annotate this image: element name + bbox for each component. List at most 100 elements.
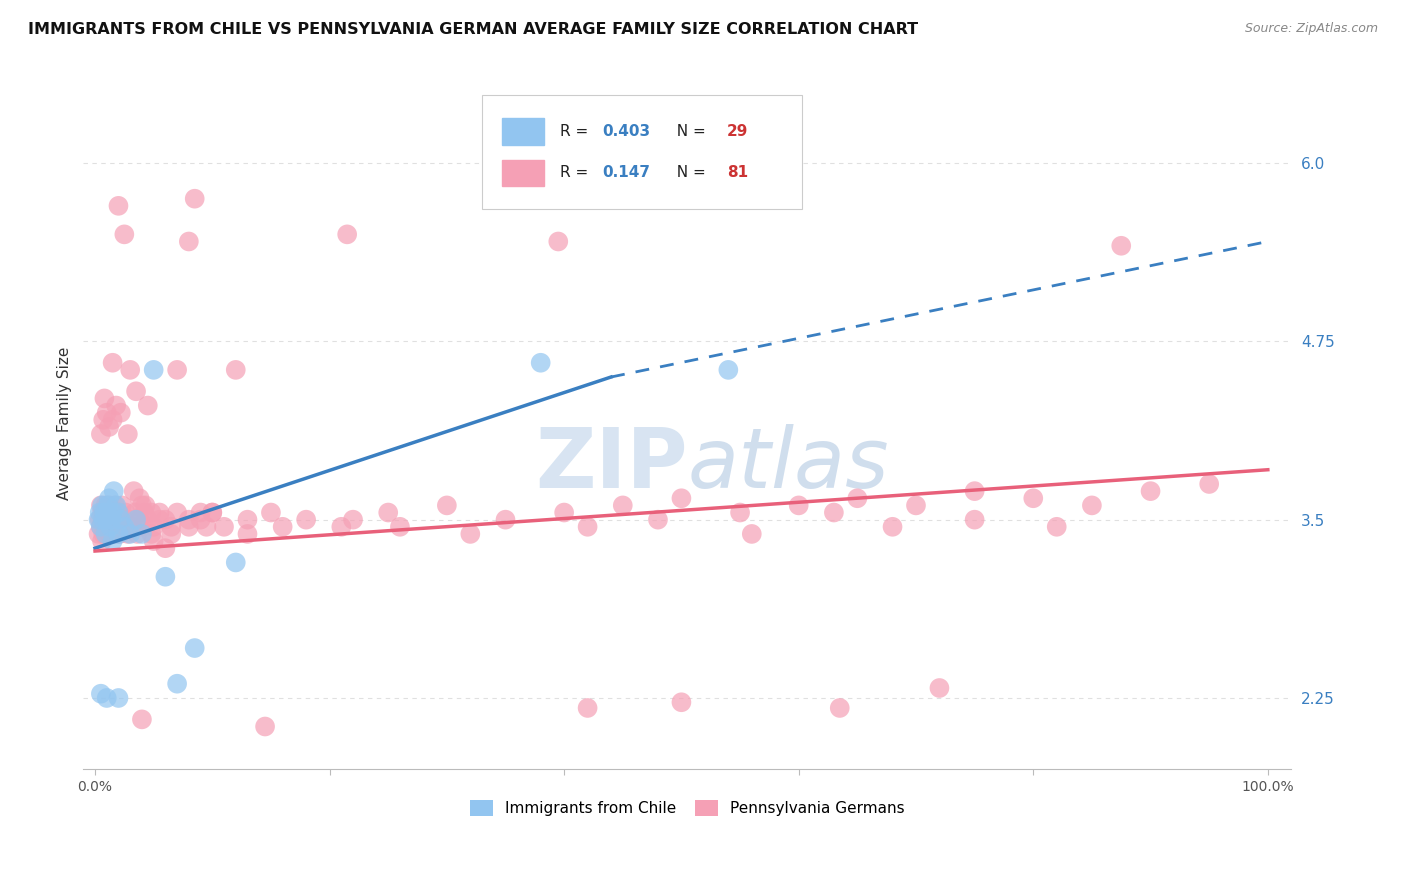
Point xyxy=(100,520,122,534)
Point xyxy=(928,681,950,695)
Point xyxy=(107,506,129,520)
Point xyxy=(121,520,143,534)
Bar xyxy=(502,119,544,145)
Point xyxy=(90,520,112,534)
Point xyxy=(166,506,188,520)
Point xyxy=(101,356,124,370)
Point xyxy=(112,520,135,534)
Point xyxy=(96,690,118,705)
Point xyxy=(148,506,170,520)
Point xyxy=(295,513,318,527)
Bar xyxy=(502,160,544,186)
Point xyxy=(90,687,112,701)
Point xyxy=(254,719,277,733)
Point xyxy=(127,527,149,541)
Point xyxy=(495,513,517,527)
Point xyxy=(131,527,153,541)
Point xyxy=(117,427,139,442)
Point xyxy=(110,406,132,420)
Point xyxy=(91,413,114,427)
Point xyxy=(201,506,224,520)
Point xyxy=(101,506,124,520)
Point xyxy=(553,506,575,520)
Point xyxy=(160,520,183,534)
Point xyxy=(136,399,159,413)
Text: 0.403: 0.403 xyxy=(603,124,651,139)
Point xyxy=(107,527,129,541)
Point xyxy=(155,541,177,556)
Point xyxy=(93,506,115,520)
Point xyxy=(120,363,142,377)
Point xyxy=(98,420,121,434)
Point xyxy=(1046,520,1069,534)
Point xyxy=(260,506,283,520)
Point xyxy=(120,513,142,527)
Point xyxy=(236,513,259,527)
Text: ZIP: ZIP xyxy=(534,425,688,506)
Point xyxy=(93,506,115,520)
Point xyxy=(160,527,183,541)
Point xyxy=(98,513,121,527)
Point xyxy=(91,499,114,513)
Text: N =: N = xyxy=(666,165,710,180)
Point xyxy=(155,570,177,584)
Point xyxy=(148,513,170,527)
Point xyxy=(110,513,132,527)
Point xyxy=(177,513,200,527)
Point xyxy=(103,484,125,499)
Point xyxy=(576,701,599,715)
Point xyxy=(155,513,177,527)
Point xyxy=(823,506,845,520)
Point xyxy=(98,499,121,513)
Point xyxy=(183,192,205,206)
Point xyxy=(91,513,114,527)
Point xyxy=(177,520,200,534)
Point xyxy=(98,491,121,506)
Point xyxy=(377,506,399,520)
Point xyxy=(1081,499,1104,513)
Point xyxy=(89,506,111,520)
Point xyxy=(212,520,235,534)
Point xyxy=(128,513,150,527)
Point xyxy=(91,534,114,549)
Point xyxy=(94,499,117,513)
Point xyxy=(107,199,129,213)
Point xyxy=(114,506,136,520)
Point xyxy=(436,499,458,513)
Point xyxy=(125,384,148,399)
Point xyxy=(111,499,134,513)
Point xyxy=(141,506,163,520)
Point xyxy=(105,399,128,413)
Y-axis label: Average Family Size: Average Family Size xyxy=(58,347,72,500)
Point xyxy=(717,363,740,377)
Point xyxy=(98,527,121,541)
Text: 0.147: 0.147 xyxy=(603,165,651,180)
Point xyxy=(336,227,359,242)
Point xyxy=(1139,484,1161,499)
Point xyxy=(96,513,118,527)
Point xyxy=(225,363,247,377)
Point xyxy=(342,513,364,527)
Point xyxy=(108,527,131,541)
Point xyxy=(183,641,205,656)
Point xyxy=(107,506,129,520)
Point xyxy=(93,392,115,406)
Point xyxy=(142,363,165,377)
Point xyxy=(963,484,986,499)
Point xyxy=(117,527,139,541)
Point xyxy=(124,506,146,520)
Point xyxy=(134,506,156,520)
Point xyxy=(166,676,188,690)
Point xyxy=(87,527,110,541)
Point xyxy=(101,534,124,549)
Point xyxy=(131,520,153,534)
Text: R =: R = xyxy=(561,165,593,180)
Point xyxy=(107,690,129,705)
Text: 81: 81 xyxy=(727,165,748,180)
Point xyxy=(612,499,634,513)
Point xyxy=(576,520,599,534)
Point xyxy=(530,356,553,370)
Point xyxy=(671,491,693,506)
Point xyxy=(1198,477,1220,491)
Point xyxy=(330,520,353,534)
